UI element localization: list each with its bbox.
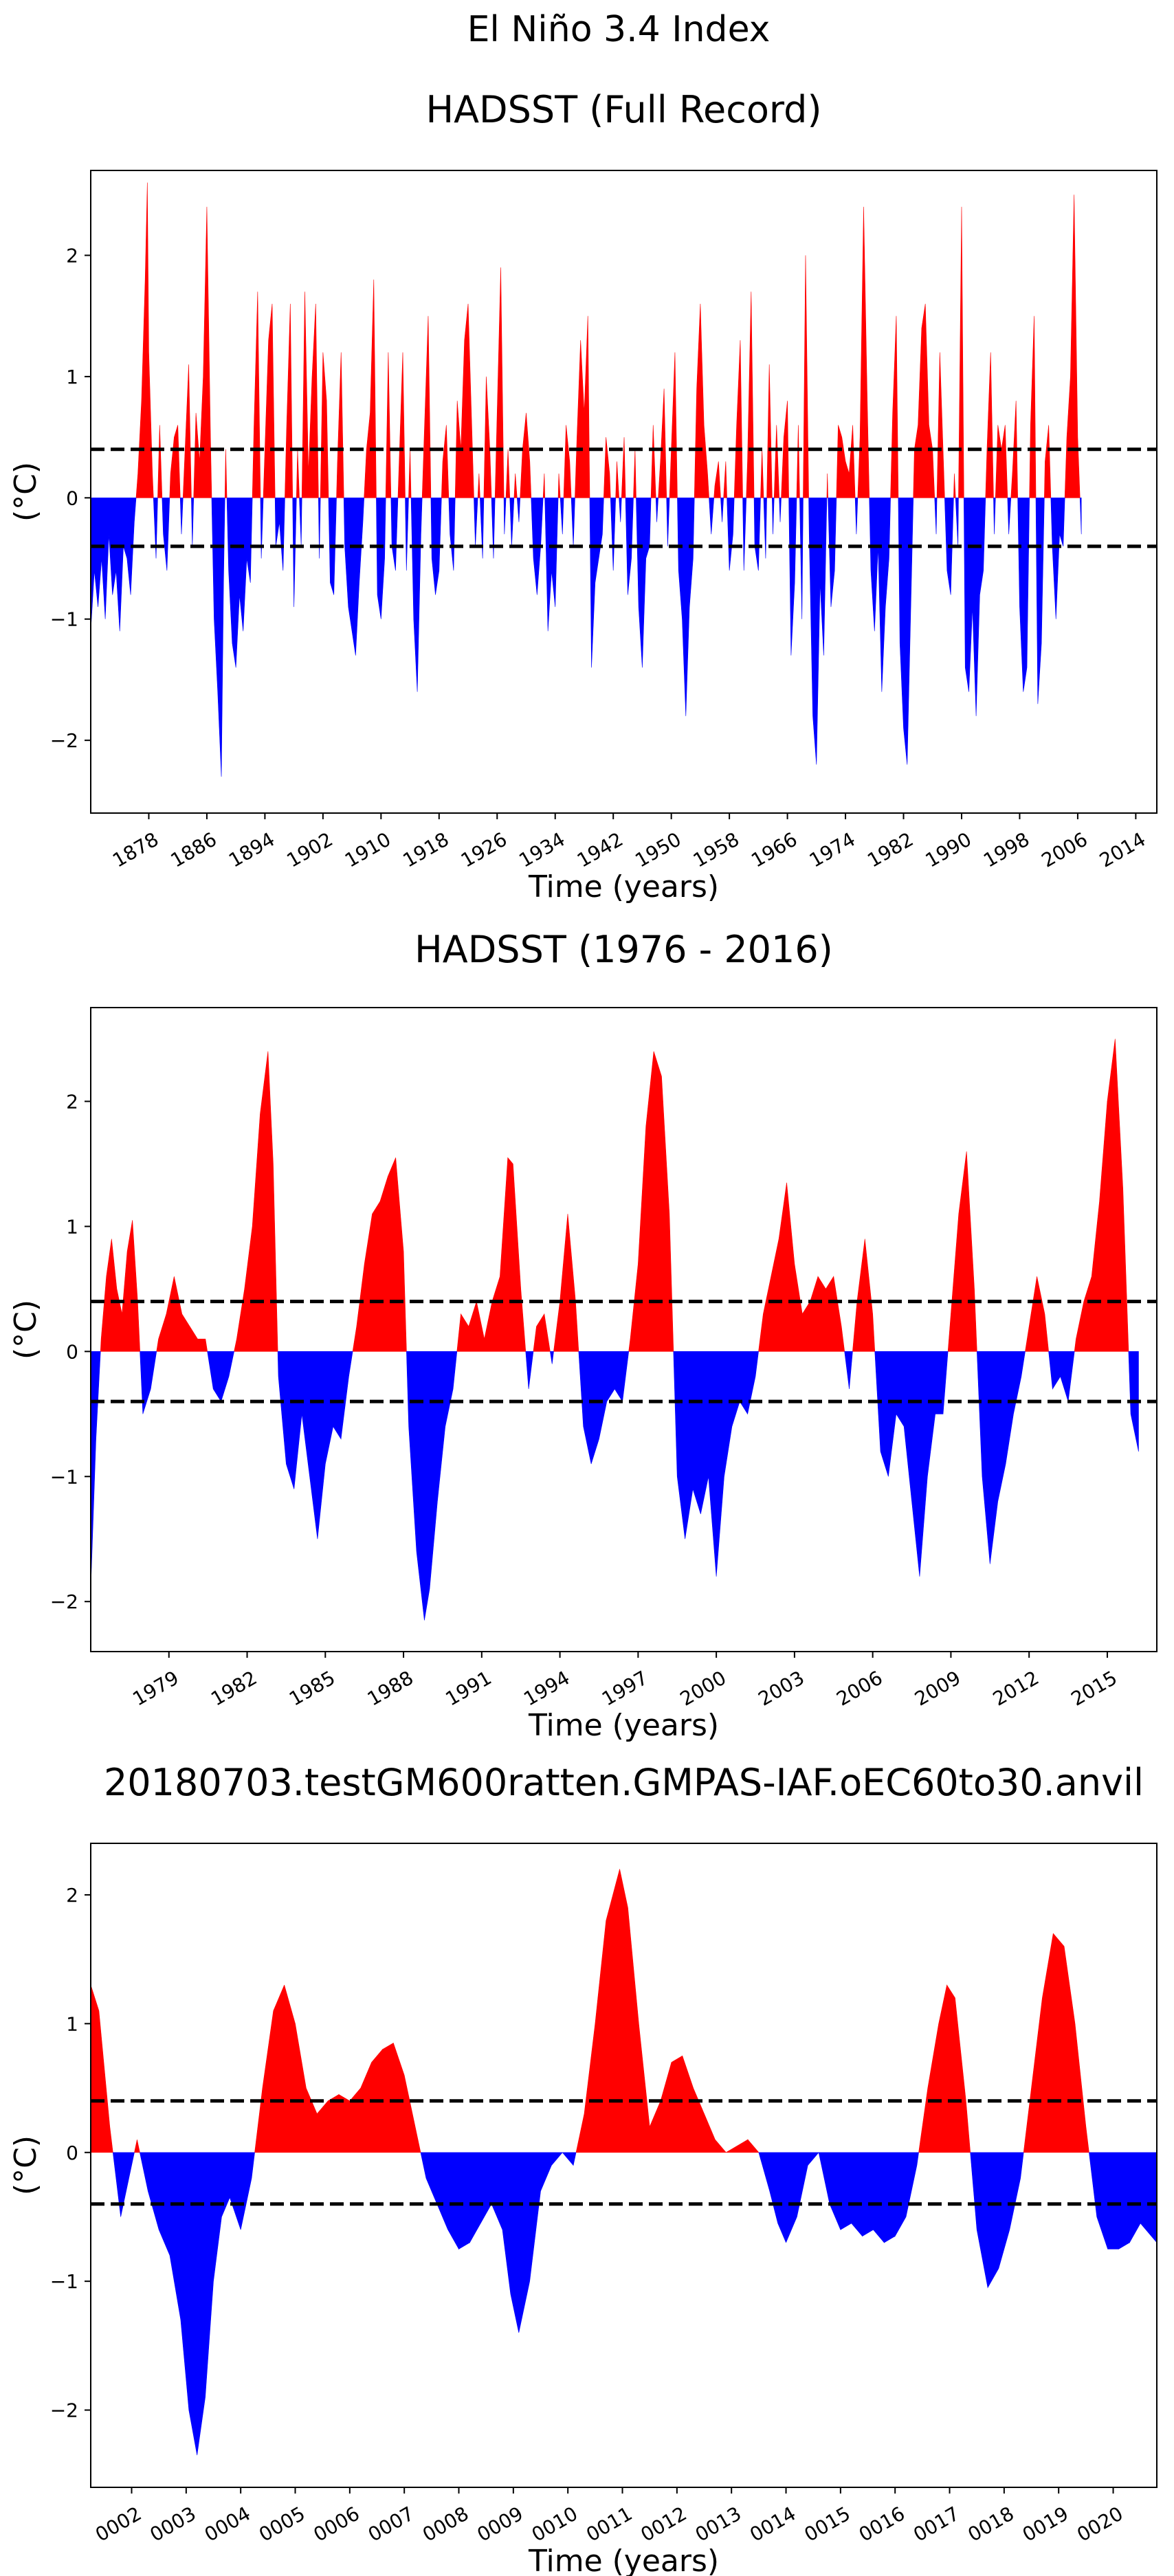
plot-frame (90, 1007, 1158, 1652)
x-tick-label: 1974 (806, 828, 859, 871)
x-tick-label: 0019 (1019, 2502, 1072, 2546)
x-tick-label: 1998 (979, 828, 1033, 871)
x-tick-label: 1966 (747, 828, 801, 871)
x-tick-label: 1997 (598, 1666, 652, 1710)
x-tick-label: 2006 (1038, 828, 1092, 871)
plot-frame (90, 1843, 1158, 2488)
y-tick-label: −2 (50, 2399, 78, 2422)
y-tick-label: 1 (66, 2012, 78, 2035)
x-tick-label: 0006 (310, 2502, 364, 2546)
chart-title: 20180703.testGM600ratten.GMPAS-IAF.oEC60… (104, 1761, 1144, 1804)
x-tick-label: 2003 (755, 1666, 808, 1710)
y-axis-label: (°C) (8, 1300, 43, 1359)
x-tick-label: 2015 (1067, 1666, 1121, 1710)
x-tick-label: 0008 (419, 2502, 472, 2546)
chart-title: HADSST (Full Record) (425, 88, 821, 131)
x-tick-label: 1918 (399, 828, 452, 871)
x-tick-label: 0013 (691, 2502, 745, 2546)
x-tick-label: 1878 (109, 828, 162, 871)
x-tick-label: 0012 (637, 2502, 691, 2546)
x-tick-label: 0004 (201, 2502, 254, 2546)
y-tick-label: −1 (50, 2270, 78, 2293)
y-tick-label: 2 (66, 1090, 78, 1113)
x-tick-label: 0020 (1073, 2502, 1127, 2546)
x-tick-label: 1902 (283, 828, 337, 871)
y-tick-label: 1 (66, 1215, 78, 1238)
x-tick-label: 0009 (474, 2502, 527, 2546)
figure-suptitle: El Niño 3.4 Index (467, 9, 771, 50)
x-tick-label: 1985 (285, 1666, 339, 1710)
x-tick-label: 1990 (922, 828, 975, 871)
y-tick-label: 2 (66, 244, 78, 267)
x-tick-label: 1979 (129, 1666, 182, 1710)
positive-anomaly-area (91, 1869, 1089, 2153)
x-tick-label: 0014 (746, 2502, 799, 2546)
x-tick-label: 1988 (364, 1666, 417, 1710)
chart-panel-1976-2016: HADSST (1976 - 2016) −2 −1 0 1 2 1979 1982 1985 1… (8, 928, 1158, 1743)
x-axis-label: Time (years) (528, 2544, 719, 2576)
negative-anomaly-area (91, 498, 1082, 777)
x-tick-label: 2009 (911, 1666, 964, 1710)
x-tick-label: 0003 (146, 2502, 200, 2546)
x-tick-label: 1926 (457, 828, 511, 871)
plot-frame (90, 170, 1158, 814)
x-tick-label: 1942 (573, 828, 627, 871)
y-tick-label: −2 (50, 729, 78, 752)
x-tick-label: 1894 (225, 828, 278, 871)
x-tick-label: 0002 (91, 2502, 145, 2546)
y-tick-label: 2 (66, 1884, 78, 1907)
x-tick-label: 0015 (801, 2502, 854, 2546)
x-tick-label: 1886 (167, 828, 221, 871)
x-tick-label: 0005 (255, 2502, 309, 2546)
x-tick-label: 1950 (631, 828, 685, 871)
y-tick-label: 0 (66, 487, 78, 509)
x-tick-label: 0018 (964, 2502, 1018, 2546)
y-tick-label: 1 (66, 366, 78, 388)
y-tick-label: −2 (50, 1590, 78, 1613)
y-tick-label: 0 (66, 2142, 78, 2164)
x-tick-label: 0011 (582, 2502, 636, 2546)
x-axis-label: Time (years) (528, 1708, 719, 1743)
positive-anomaly-area (100, 1039, 1129, 1352)
negative-anomaly-area (91, 1351, 1139, 1621)
y-tick-label: −1 (50, 1465, 78, 1488)
x-tick-label: 2012 (989, 1666, 1043, 1710)
x-tick-label: 1982 (863, 828, 917, 871)
y-tick-label: 0 (66, 1340, 78, 1363)
x-tick-label: 0010 (528, 2502, 582, 2546)
x-tick-label: 1958 (689, 828, 743, 871)
x-tick-label: 2000 (676, 1666, 730, 1710)
x-axis-label: Time (years) (528, 869, 719, 904)
negative-anomaly-area (112, 2152, 1157, 2456)
x-tick-label: 2006 (832, 1666, 886, 1710)
x-tick-label: 1994 (520, 1666, 573, 1710)
chart-title: HADSST (1976 - 2016) (414, 928, 833, 971)
y-axis-label: (°C) (8, 462, 43, 522)
x-tick-label: 0007 (364, 2502, 418, 2546)
x-tick-label: 1991 (442, 1666, 496, 1710)
x-tick-label: 1910 (341, 828, 395, 871)
x-tick-label: 1982 (207, 1666, 261, 1710)
y-axis-label: (°C) (8, 2135, 43, 2195)
chart-panel-model-run: 20180703.testGM600ratten.GMPAS-IAF.oEC60… (8, 1761, 1158, 2576)
x-tick-label: 1934 (515, 828, 568, 871)
x-tick-label: 0016 (855, 2502, 909, 2546)
y-tick-label: −1 (50, 608, 78, 631)
x-tick-label: 0017 (909, 2502, 963, 2546)
x-tick-label: 2014 (1096, 828, 1149, 871)
